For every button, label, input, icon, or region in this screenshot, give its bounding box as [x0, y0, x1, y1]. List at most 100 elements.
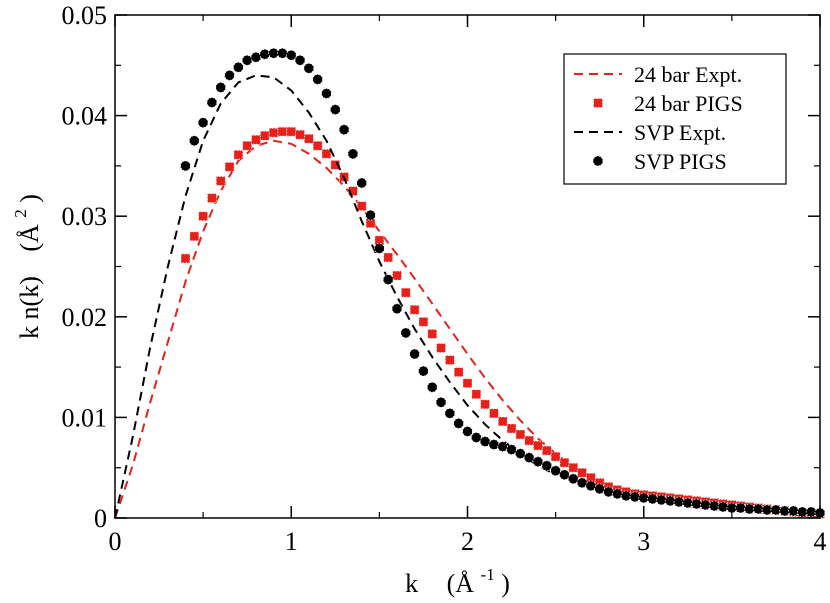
data-point-svp-pigs: [356, 177, 368, 189]
data-point-24-bar-pigs: [198, 211, 209, 222]
x-axis-unit: (Å: [447, 569, 475, 598]
data-point-svp-pigs: [506, 444, 517, 455]
legend-label: SVP Expt.: [634, 120, 726, 145]
data-point-svp-pigs: [462, 426, 473, 437]
data-point-24-bar-pigs: [418, 316, 429, 327]
x-tick-label: 2: [461, 527, 474, 556]
y-tick-label: 0.04: [62, 102, 108, 131]
data-point-24-bar-pigs: [427, 329, 438, 339]
data-point-svp-pigs: [655, 494, 667, 506]
data-point-svp-pigs: [470, 432, 482, 443]
data-point-svp-pigs: [497, 441, 509, 452]
data-point-svp-pigs: [409, 348, 421, 360]
data-point-24-bar-pigs: [400, 287, 411, 298]
data-point-svp-pigs: [691, 498, 703, 510]
data-point-24-bar-pigs: [550, 451, 561, 462]
data-point-24-bar-pigs: [471, 389, 482, 400]
x-tick-label: 4: [814, 527, 827, 556]
data-point-24-bar-pigs: [444, 355, 455, 365]
data-point-24-bar-pigs: [224, 162, 235, 172]
y-tick-label: 0.03: [62, 202, 108, 231]
data-point-svp-pigs: [488, 439, 500, 450]
series-svp-pigs: [180, 47, 826, 519]
data-point-24-bar-pigs: [524, 435, 535, 446]
data-point-svp-pigs: [611, 488, 623, 500]
data-point-24-bar-pigs: [189, 231, 200, 242]
data-point-legend-svp-pigs: [592, 155, 604, 167]
data-point-svp-pigs: [532, 456, 544, 468]
data-point-svp-pigs: [752, 503, 764, 515]
y-tick-label: 0: [94, 504, 107, 533]
data-point-svp-pigs: [523, 452, 535, 464]
data-point-svp-pigs: [708, 500, 720, 512]
data-point-24-bar-pigs: [268, 127, 279, 138]
data-point-svp-pigs: [285, 49, 297, 61]
data-point-svp-pigs: [576, 477, 588, 489]
data-point-svp-pigs: [206, 97, 218, 108]
y-axis-symbol: k n(k): [15, 276, 44, 339]
data-point-svp-pigs: [805, 506, 817, 518]
data-point-svp-pigs: [559, 469, 570, 481]
data-point-svp-pigs: [673, 496, 685, 508]
data-point-svp-pigs: [567, 473, 579, 485]
data-point-24-bar-pigs: [207, 193, 217, 203]
data-point-24-bar-pigs: [312, 140, 323, 151]
data-point-24-bar-pigs: [577, 467, 587, 478]
data-point-svp-pigs: [329, 104, 341, 115]
data-point-24-bar-pigs: [568, 462, 579, 473]
data-layer: [114, 47, 826, 519]
data-point-svp-pigs: [435, 396, 447, 408]
data-point-svp-pigs: [594, 483, 606, 495]
data-point-svp-pigs: [629, 491, 641, 503]
data-point-svp-pigs: [259, 48, 271, 60]
data-point-24-bar-pigs: [506, 423, 517, 434]
data-point-24-bar-pigs: [303, 133, 314, 144]
data-point-24-bar-pigs: [541, 445, 552, 456]
data-point-24-bar-pigs: [295, 129, 305, 140]
data-point-svp-pigs: [603, 486, 614, 498]
data-point-24-bar-pigs: [180, 253, 191, 264]
data-point-svp-pigs: [541, 460, 553, 472]
ticks-layer: 0 1 2 3 4 0 0.01 0.02 0.03 0.04 0.05: [62, 1, 827, 556]
data-point-svp-pigs: [444, 407, 456, 419]
data-point-24-bar-pigs: [242, 140, 253, 151]
legend-items: 24 bar Expt. 24 bar PIGS SVP Expt. SVP PIGS: [574, 62, 743, 174]
data-point-svp-pigs: [180, 160, 191, 172]
legend-item-svp-expt: SVP Expt.: [574, 120, 726, 145]
y-tick-label: 0.02: [62, 303, 108, 332]
data-point-24-bar-pigs: [462, 378, 473, 389]
data-point-svp-pigs: [294, 54, 306, 66]
data-point-24-bar-pigs: [286, 126, 297, 137]
data-point-svp-pigs: [717, 501, 729, 513]
x-tick-label: 1: [285, 527, 298, 556]
data-point-24-bar-pigs: [480, 399, 491, 410]
data-point-24-bar-pigs: [559, 457, 570, 468]
data-point-svp-pigs: [215, 82, 227, 93]
data-point-svp-pigs: [338, 124, 350, 136]
data-point-svp-pigs: [453, 418, 465, 429]
data-point-svp-pigs: [197, 117, 209, 129]
data-point-svp-pigs: [647, 493, 658, 505]
legend: 24 bar Expt. 24 bar PIGS SVP Expt. SVP PIGS: [563, 53, 787, 185]
legend-item-svp-pigs: SVP PIGS: [592, 149, 727, 174]
data-point-svp-pigs: [188, 135, 200, 147]
data-point-24-bar-pigs: [453, 367, 464, 378]
x-axis-unit-exponent: -1: [481, 565, 495, 584]
data-point-svp-pigs: [788, 505, 799, 517]
y-tick-label: 0.01: [62, 403, 108, 432]
data-point-24-bar-pigs: [436, 343, 446, 353]
data-point-svp-pigs: [700, 499, 711, 511]
data-point-24-bar-pigs: [515, 429, 526, 440]
data-point-svp-pigs: [224, 69, 235, 81]
x-axis-label: k (Å -1 ): [405, 557, 510, 598]
data-point-24-bar-pigs: [277, 126, 288, 137]
data-point-svp-pigs: [770, 504, 782, 516]
data-point-svp-pigs: [321, 88, 332, 99]
data-point-svp-pigs: [400, 327, 412, 339]
data-point-svp-pigs: [682, 497, 694, 509]
data-point-svp-pigs: [479, 436, 491, 447]
data-point-svp-pigs: [232, 61, 244, 73]
data-point-24-bar-pigs: [321, 148, 332, 159]
legend-label: 24 bar PIGS: [634, 91, 743, 116]
